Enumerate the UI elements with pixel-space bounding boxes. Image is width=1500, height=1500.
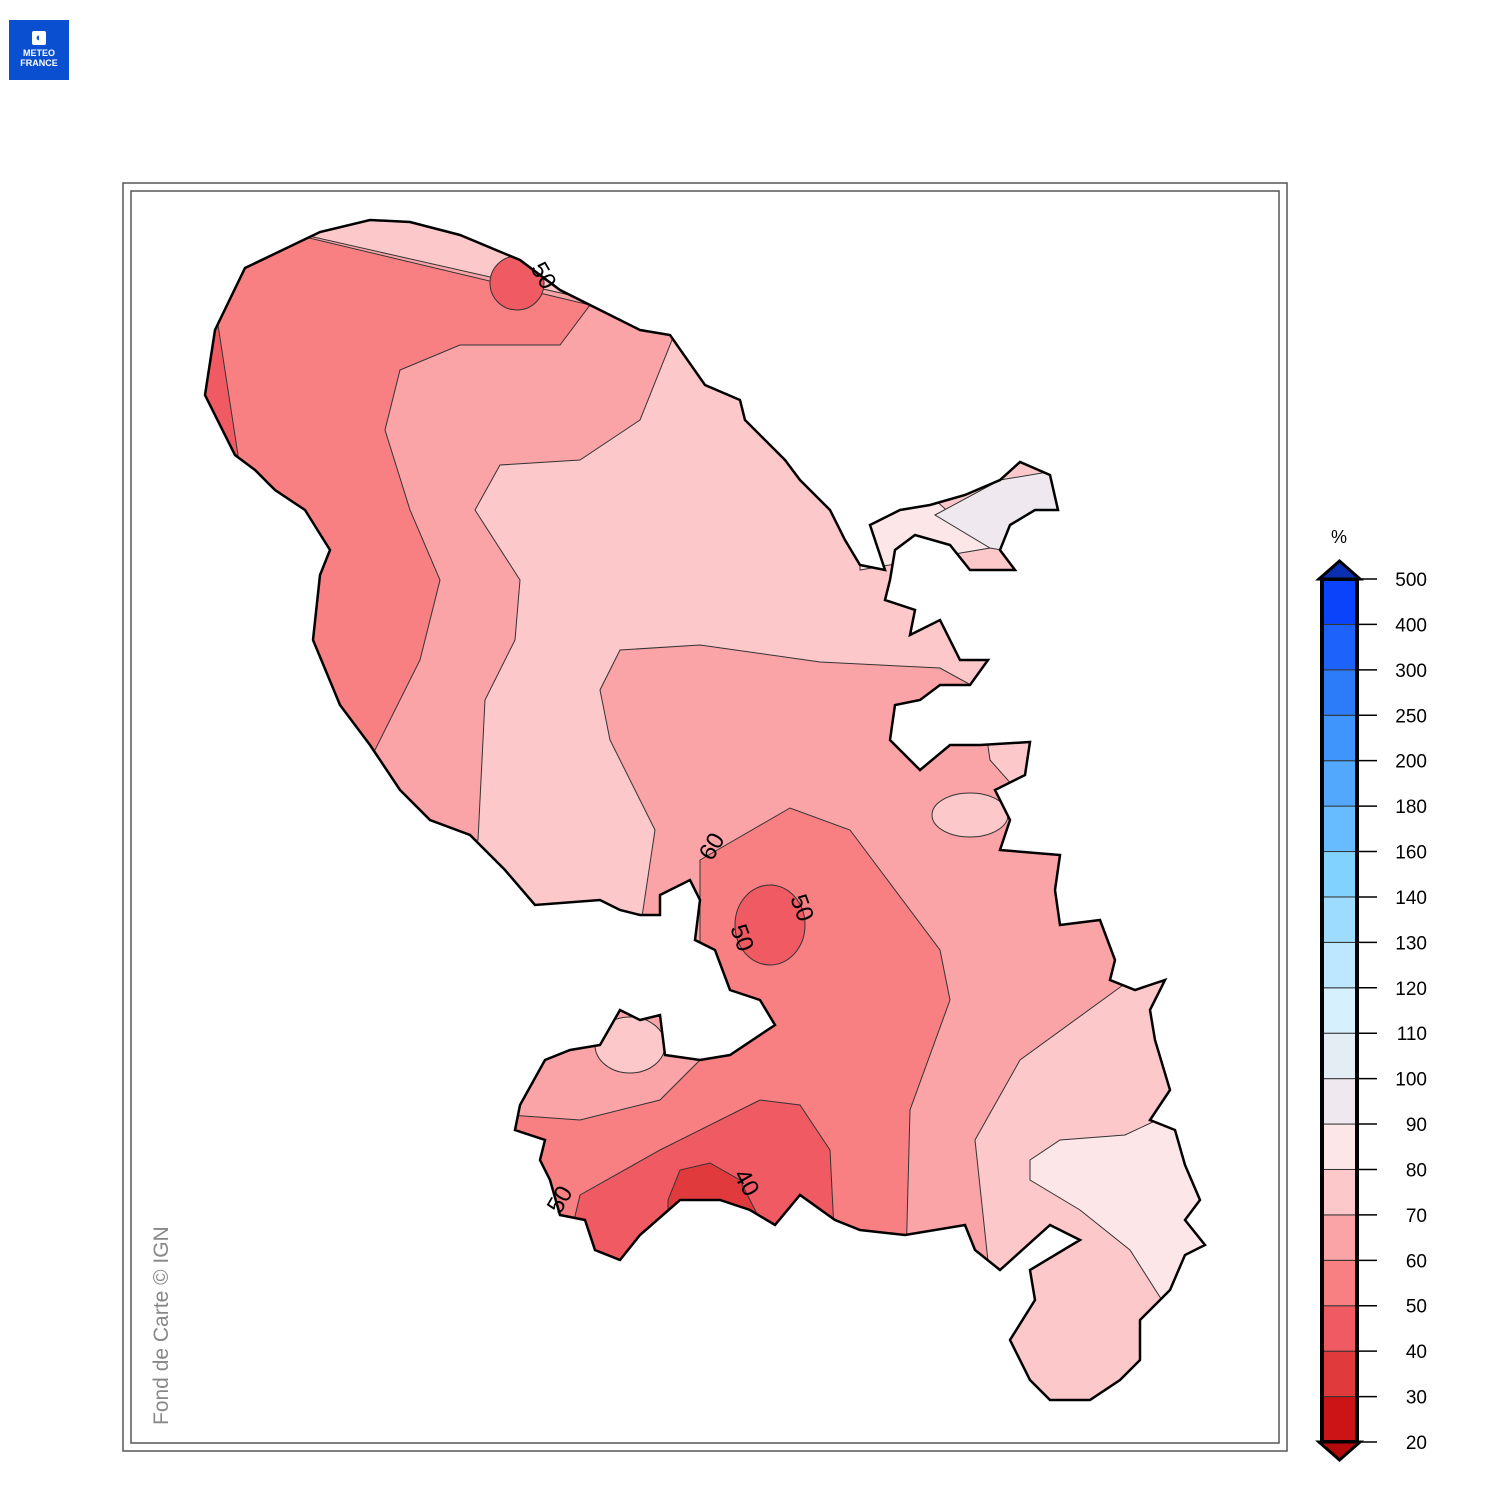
- legend-swatch: [1321, 714, 1358, 762]
- legend-tick-label: 160: [1395, 843, 1427, 864]
- legend-tick-label: 300: [1395, 661, 1427, 682]
- legend-swatch: [1321, 941, 1358, 989]
- logo-symbol-icon: ◐: [32, 31, 46, 45]
- legend-swatch: [1321, 578, 1358, 625]
- legend-swatch: [1321, 1305, 1358, 1352]
- legend-tick-label: 90: [1406, 1115, 1427, 1136]
- legend-swatch: [1321, 896, 1358, 943]
- legend-swatch: [1321, 760, 1358, 807]
- legend-tick-label: 200: [1395, 752, 1427, 773]
- map-frame-outer: [122, 182, 1288, 1452]
- meteo-france-logo: ◐ METEO FRANCE: [9, 20, 69, 80]
- legend-swatch: [1321, 1032, 1358, 1080]
- zone-70-80-bubble-sw: [594, 1016, 666, 1074]
- legend-tick-label: 110: [1397, 1024, 1427, 1045]
- legend-tick-label: 180: [1395, 797, 1427, 818]
- logo-line2: FRANCE: [20, 58, 58, 68]
- legend-swatch: [1321, 1396, 1358, 1443]
- legend-swatch: [1321, 1168, 1358, 1216]
- legend-tick-label: 500: [1395, 570, 1427, 591]
- legend-arrow-up-icon: [1315, 559, 1364, 581]
- legend-tick-label: 120: [1395, 979, 1427, 1000]
- legend-swatch: [1321, 805, 1358, 853]
- legend-tick-label: 30: [1406, 1388, 1427, 1409]
- legend-tick-label: 100: [1395, 1070, 1427, 1091]
- legend-tick-label: 60: [1406, 1251, 1427, 1272]
- legend-swatch: [1321, 1259, 1358, 1307]
- logo-line1: METEO: [22, 48, 55, 58]
- legend-unit: %: [1331, 527, 1347, 547]
- legend-tick-label: 130: [1395, 933, 1427, 954]
- color-legend: % 20 30 40 50 60 70 80 90 100 110 120 130 140 160 180 2…: [1315, 527, 1427, 1462]
- legend-tick-label: 50: [1406, 1297, 1427, 1318]
- legend-arrow-down-icon: [1315, 1440, 1364, 1462]
- legend-swatch: [1321, 1214, 1358, 1261]
- legend-swatch: [1321, 1078, 1358, 1125]
- anomaly-fields: [205, 220, 1205, 1400]
- map-frame-inner: [130, 190, 1280, 1444]
- legend-tick-label: 250: [1395, 706, 1427, 727]
- legend-tick-label: 70: [1406, 1206, 1427, 1227]
- legend-swatch: [1321, 623, 1358, 671]
- legend-tick-label: 400: [1395, 615, 1427, 636]
- legend-swatch: [1321, 987, 1358, 1034]
- legend-swatch: [1321, 1123, 1358, 1170]
- legend-swatch: [1321, 851, 1358, 898]
- zone-70-80-bubble: [931, 792, 1009, 838]
- legend-swatch: [1321, 1350, 1358, 1398]
- legend-tick-label: 80: [1406, 1160, 1427, 1181]
- attribution-text: Fond de Carte © IGN: [150, 1226, 173, 1425]
- legend-tick-label: 140: [1395, 888, 1427, 909]
- legend-swatch: [1321, 669, 1358, 716]
- legend-tick-label: 40: [1406, 1342, 1427, 1363]
- zone-40-50-center: [734, 884, 806, 966]
- legend-tick-label: 20: [1406, 1433, 1427, 1454]
